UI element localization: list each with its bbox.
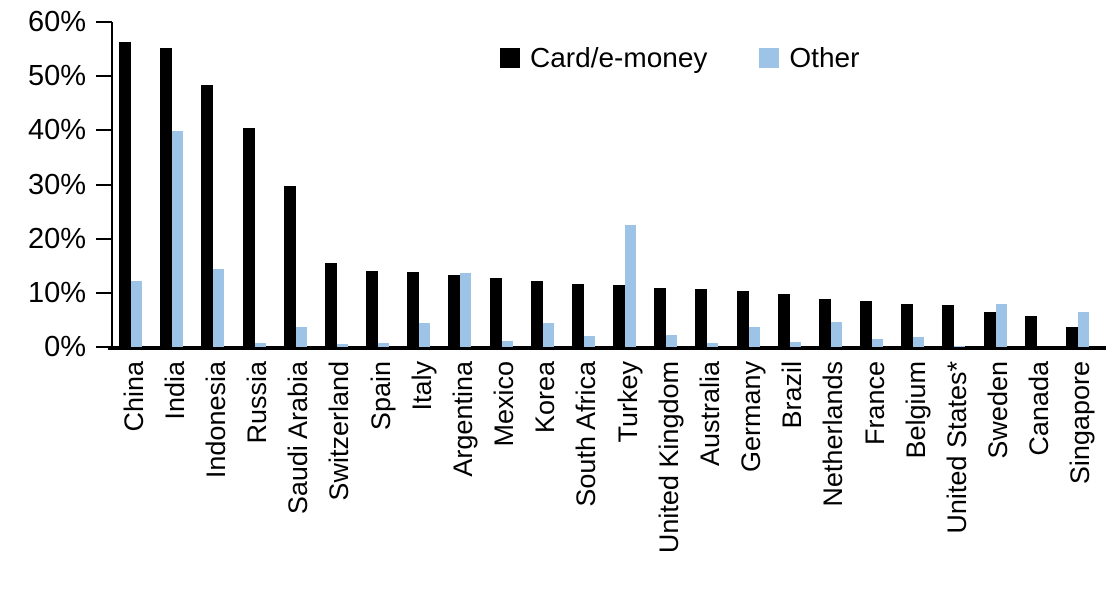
x-label-argentina: Argentina bbox=[448, 361, 478, 477]
bar-other-argentina bbox=[460, 272, 471, 347]
y-axis-tick-60 bbox=[96, 21, 112, 23]
bar-other-russia bbox=[255, 342, 266, 347]
bar-other-korea bbox=[543, 323, 554, 347]
y-axis-tick-30 bbox=[96, 183, 112, 186]
y-axis-tick-0 bbox=[96, 346, 112, 348]
other-swatch-icon bbox=[759, 48, 780, 68]
bar-other-brazil bbox=[790, 341, 801, 347]
bar-card-e-money-france bbox=[860, 300, 872, 347]
y-tick-label-0: 0% bbox=[44, 331, 86, 363]
bar-card-e-money-sweden bbox=[984, 311, 996, 347]
bar-other-mexico bbox=[502, 341, 513, 347]
legend-item-card-emoney: Card/e-money bbox=[500, 42, 707, 74]
x-label-mexico: Mexico bbox=[489, 361, 519, 447]
chart-legend: Card/e-money Other bbox=[500, 42, 859, 74]
y-tick-label-10: 10% bbox=[27, 276, 86, 309]
bar-other-belgium bbox=[913, 336, 924, 347]
bar-other-saudi-arabia bbox=[296, 326, 307, 347]
bar-card-e-money-netherlands bbox=[819, 298, 831, 347]
legend-label-other: Other bbox=[789, 42, 860, 73]
bar-card-e-money-south-africa bbox=[572, 284, 584, 347]
x-label-united-kingdom: United Kingdom bbox=[654, 361, 684, 554]
x-axis-line bbox=[108, 346, 1106, 350]
bar-card-e-money-saudi-arabia bbox=[284, 185, 296, 347]
bar-card-e-money-singapore bbox=[1066, 326, 1078, 347]
bar-card-e-money-australia bbox=[695, 289, 707, 347]
x-label-australia: Australia bbox=[695, 361, 725, 467]
y-tick-label-40: 40% bbox=[27, 114, 86, 147]
bar-card-e-money-switzerland bbox=[325, 263, 337, 347]
bar-other-netherlands bbox=[831, 321, 842, 347]
bar-other-indonesia bbox=[213, 269, 224, 347]
bar-card-e-money-turkey bbox=[613, 284, 625, 347]
bar-card-e-money-china bbox=[119, 42, 131, 347]
bar-card-e-money-indonesia bbox=[201, 84, 213, 347]
bar-card-e-money-canada bbox=[1025, 315, 1037, 347]
x-label-russia: Russia bbox=[242, 361, 272, 444]
bar-other-united-states bbox=[954, 345, 965, 347]
y-axis-tick-10 bbox=[96, 291, 112, 294]
y-axis-tick-20 bbox=[96, 237, 112, 240]
x-label-spain: Spain bbox=[366, 361, 396, 431]
bar-other-sweden bbox=[996, 303, 1007, 347]
bar-other-italy bbox=[419, 323, 430, 347]
x-label-italy: Italy bbox=[407, 361, 437, 411]
bar-card-e-money-italy bbox=[407, 271, 419, 347]
bar-card-e-money-india bbox=[160, 48, 172, 347]
bar-card-e-money-spain bbox=[366, 270, 378, 347]
x-label-canada: Canada bbox=[1024, 361, 1054, 456]
bar-other-turkey bbox=[625, 225, 636, 347]
card-emoney-swatch-icon bbox=[500, 48, 520, 68]
bar-card-e-money-mexico bbox=[490, 278, 502, 347]
bar-card-e-money-brazil bbox=[778, 293, 790, 347]
bar-card-e-money-korea bbox=[531, 281, 543, 347]
y-tick-label-60: 60% bbox=[27, 6, 86, 38]
bar-other-south-africa bbox=[584, 335, 595, 347]
x-label-turkey: Turkey bbox=[613, 361, 643, 443]
bar-other-spain bbox=[378, 342, 389, 347]
y-axis-tick-40 bbox=[96, 129, 112, 132]
bar-card-e-money-germany bbox=[737, 290, 749, 347]
x-label-switzerland: Switzerland bbox=[324, 361, 354, 501]
bar-card-e-money-united-kingdom bbox=[654, 287, 666, 347]
x-label-sweden: Sweden bbox=[983, 361, 1013, 459]
bar-other-united-kingdom bbox=[666, 335, 677, 347]
y-axis-line bbox=[111, 22, 113, 348]
bar-other-india bbox=[172, 131, 183, 347]
bar-other-switzerland bbox=[337, 343, 348, 347]
x-label-south-africa: South Africa bbox=[571, 361, 601, 507]
x-label-china: China bbox=[119, 361, 149, 432]
x-label-netherlands: Netherlands bbox=[818, 361, 848, 507]
x-label-indonesia: Indonesia bbox=[201, 361, 231, 479]
y-tick-label-30: 30% bbox=[27, 168, 86, 201]
x-label-india: India bbox=[160, 361, 190, 420]
bar-card-e-money-russia bbox=[243, 127, 255, 347]
y-axis-tick-50 bbox=[96, 75, 112, 78]
legend-label-card-emoney: Card/e-money bbox=[530, 42, 708, 73]
x-label-singapore: Singapore bbox=[1065, 361, 1095, 485]
x-label-korea: Korea bbox=[530, 361, 560, 434]
bar-card-e-money-belgium bbox=[901, 303, 913, 347]
x-label-germany: Germany bbox=[736, 361, 766, 473]
bar-card-e-money-united-states bbox=[942, 305, 954, 347]
x-label-saudi-arabia: Saudi Arabia bbox=[283, 361, 313, 515]
bar-card-e-money-argentina bbox=[448, 274, 460, 347]
bar-other-germany bbox=[749, 326, 760, 347]
bar-other-china bbox=[131, 280, 142, 347]
y-tick-label-50: 50% bbox=[27, 60, 86, 93]
y-tick-label-20: 20% bbox=[27, 222, 86, 255]
bar-other-france bbox=[872, 339, 883, 347]
x-label-united-states: United States* bbox=[942, 361, 972, 534]
legend-item-other: Other bbox=[759, 42, 859, 74]
x-label-brazil: Brazil bbox=[777, 361, 807, 429]
x-label-france: France bbox=[860, 361, 890, 446]
bar-other-singapore bbox=[1078, 311, 1089, 347]
bar-other-australia bbox=[707, 342, 718, 347]
x-label-belgium: Belgium bbox=[901, 361, 931, 459]
